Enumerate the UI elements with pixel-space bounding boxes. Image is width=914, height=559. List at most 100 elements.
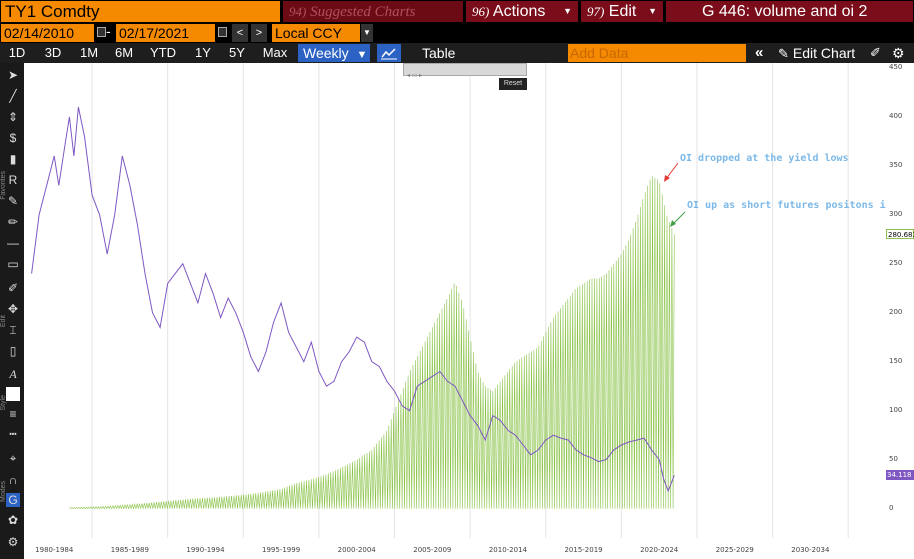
volume-last-value-badge: 280.6839	[886, 228, 914, 239]
y-tick-label: 0	[889, 503, 894, 512]
magnet-icon[interactable]: ∩	[8, 473, 18, 487]
settings-icon[interactable]: ⚙	[7, 535, 19, 549]
actions-label: Actions	[492, 3, 546, 20]
suggested-charts-button[interactable]: 94) Suggested Charts	[283, 1, 463, 22]
line-style-icon[interactable]: ┅	[9, 427, 17, 441]
edit-number: 97)	[587, 4, 605, 19]
actions-menu-button[interactable]: 96) Actions ▼	[466, 1, 578, 22]
gear-icon[interactable]: ⚙	[892, 45, 905, 61]
color-swatch-icon[interactable]	[6, 387, 20, 401]
period-1y-button[interactable]: 1Y	[195, 45, 211, 60]
marker-icon[interactable]: ✏	[7, 215, 19, 229]
edit-label: Edit	[608, 3, 637, 20]
palette-icon[interactable]: ✿	[7, 513, 19, 527]
period-ytd-button[interactable]: YTD	[150, 45, 176, 60]
x-tick-label: 2020-2024	[640, 546, 679, 554]
period-6m-button[interactable]: 6M	[114, 45, 134, 60]
chevron-down-icon[interactable]: ▼	[361, 24, 373, 42]
r-tool-icon[interactable]: R	[8, 173, 18, 187]
edit-menu-button[interactable]: 97) Edit ▼	[581, 1, 663, 22]
font-icon[interactable]: A	[9, 367, 17, 381]
x-tick-label: 2025-2029	[715, 546, 754, 554]
brush-icon[interactable]: ✎	[7, 194, 19, 208]
period-max-button[interactable]: Max	[262, 45, 288, 60]
collapse-icon[interactable]: «	[755, 44, 764, 61]
green-arrow-head	[670, 220, 676, 227]
calendar-icon[interactable]	[218, 27, 227, 37]
trash-icon[interactable]: ▯	[9, 344, 17, 358]
chevron-down-icon: ▼	[356, 49, 368, 61]
actions-number: 96)	[472, 4, 490, 19]
next-period-button[interactable]: >	[251, 24, 267, 42]
zoom-slider[interactable]: ◂ ▭ ▸	[403, 63, 527, 79]
pencil-icon: ✎	[778, 46, 789, 61]
top-bar: TY1 Comdty 94) Suggested Charts 96) Acti…	[0, 0, 914, 23]
y-tick-label: 50	[889, 454, 898, 463]
end-date-input[interactable]: 02/17/2021	[116, 24, 215, 42]
green-arrow-line	[672, 211, 686, 225]
frequency-select[interactable]: Weekly ▼	[298, 44, 370, 62]
line-chart-icon	[381, 48, 397, 60]
price-last-value-badge: 34.118	[886, 470, 914, 481]
period-5y-button[interactable]: 5Y	[229, 45, 245, 60]
x-tick-label: 1980-1984	[35, 546, 74, 554]
x-tick-label: 2000-2004	[337, 546, 376, 554]
red-arrow-head	[664, 175, 670, 182]
annotation-oi-dropped: OI dropped at the yield lows	[680, 153, 849, 164]
add-data-input[interactable]: Add Data	[568, 44, 746, 62]
period-1m-button[interactable]: 1M	[79, 45, 99, 60]
x-tick-label: 2015-2019	[564, 546, 603, 554]
frequency-label: Weekly	[303, 45, 349, 61]
text-cursor-icon[interactable]: ⌶	[9, 323, 17, 337]
move-icon[interactable]: ✥	[7, 302, 19, 316]
line-chart-button[interactable]	[377, 44, 401, 62]
start-date-input[interactable]: 02/14/2010	[1, 24, 94, 42]
line-width-icon[interactable]: ≡	[9, 407, 17, 421]
period-1d-button[interactable]: 1D	[8, 45, 26, 60]
left-toolbar: ➤ ╱ ⇕ $ ▮ R ✎ ✏ — ▭ ✐ ✥ ⌶ ▯ A ≡ ┅ ⌖ ∩ G …	[0, 63, 24, 559]
horizontal-line-icon[interactable]: —	[7, 236, 19, 250]
snap-mode-icon[interactable]: G	[6, 493, 20, 507]
date-separator: -	[106, 23, 111, 39]
table-button[interactable]: Table	[422, 45, 456, 61]
y-tick-label: 400	[889, 111, 903, 120]
reset-button[interactable]: Reset	[499, 78, 527, 90]
draw-line-icon[interactable]: ╱	[9, 89, 17, 103]
chart-plot-area[interactable]	[24, 63, 886, 538]
pencil-icon[interactable]: ✐	[7, 281, 19, 295]
y-tick-label: 450	[889, 62, 903, 71]
period-3d-button[interactable]: 3D	[44, 45, 62, 60]
edit-pen-icon[interactable]: ✐	[870, 45, 881, 60]
price-series-line	[31, 106, 675, 493]
period-bar: 1D 3D 1M 6M YTD 1Y 5Y Max Weekly ▼ Table…	[0, 43, 914, 63]
calendar-icon[interactable]	[97, 27, 106, 37]
x-axis: 1980-1984 1985-1989 1990-1994 1995-1999 2000…	[24, 538, 886, 559]
x-tick-label: 1995-1999	[262, 546, 301, 554]
dollar-measure-icon[interactable]: $	[9, 131, 17, 145]
x-tick-label: 2005-2009	[413, 546, 452, 554]
edit-chart-button[interactable]: ✎ Edit Chart	[778, 43, 855, 64]
y-tick-label: 300	[889, 209, 903, 218]
crosshair-icon[interactable]: ⌖	[9, 451, 17, 465]
y-tick-label: 200	[889, 307, 903, 316]
prev-period-button[interactable]: <	[232, 24, 248, 42]
measure-icon[interactable]: ⇕	[7, 110, 19, 124]
y-tick-label: 100	[889, 405, 903, 414]
channel-icon[interactable]: ▭	[7, 257, 19, 271]
currency-select[interactable]: Local CCY	[272, 24, 360, 42]
x-tick-label: 2010-2014	[488, 546, 527, 554]
chart-title: G 446: volume and oi 2	[666, 1, 913, 22]
chevron-down-icon: ▼	[563, 6, 572, 16]
chart-svg	[31, 63, 849, 538]
cursor-icon[interactable]: ➤	[7, 68, 19, 82]
ticker-field[interactable]: TY1 Comdty	[1, 1, 280, 22]
y-axis: 0 50 100 150 200 250 300 350 400 450 280.6839 34.11…	[886, 63, 914, 559]
zoom-slider-grip: ◂ ▭ ▸	[407, 73, 423, 79]
red-arrow-line	[665, 162, 679, 180]
y-tick-label: 150	[889, 356, 903, 365]
x-tick-label: 2030-2034	[791, 546, 830, 554]
bar-icon[interactable]: ▮	[9, 152, 17, 166]
suggested-charts-label: Suggested Charts	[310, 4, 416, 20]
x-tick-label: 1985-1989	[110, 546, 149, 554]
